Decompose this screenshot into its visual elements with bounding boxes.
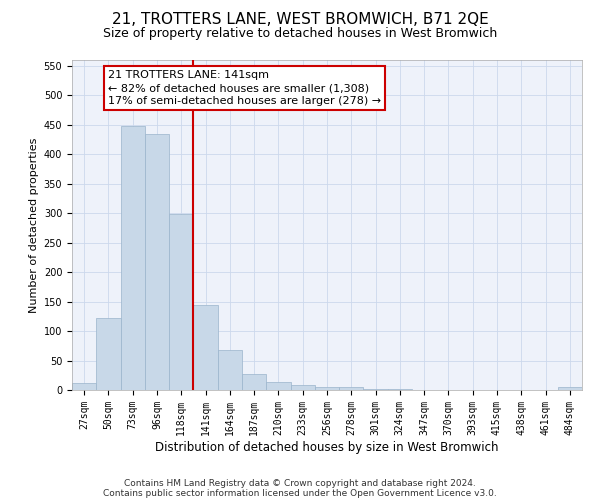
Bar [558, 387, 582, 390]
Text: Size of property relative to detached houses in West Bromwich: Size of property relative to detached ho… [103, 28, 497, 40]
Bar [72, 383, 96, 390]
Y-axis label: Number of detached properties: Number of detached properties [29, 138, 40, 312]
Text: 21 TROTTERS LANE: 141sqm
← 82% of detached houses are smaller (1,308)
17% of sem: 21 TROTTERS LANE: 141sqm ← 82% of detach… [108, 70, 381, 106]
Text: Contains public sector information licensed under the Open Government Licence v3: Contains public sector information licen… [103, 488, 497, 498]
Bar [315, 387, 339, 390]
Text: Contains HM Land Registry data © Crown copyright and database right 2024.: Contains HM Land Registry data © Crown c… [124, 478, 476, 488]
Bar [290, 386, 315, 390]
Bar [193, 305, 218, 390]
Bar [218, 350, 242, 390]
Bar [121, 126, 145, 390]
Text: 21, TROTTERS LANE, WEST BROMWICH, B71 2QE: 21, TROTTERS LANE, WEST BROMWICH, B71 2Q… [112, 12, 488, 28]
X-axis label: Distribution of detached houses by size in West Bromwich: Distribution of detached houses by size … [155, 440, 499, 454]
Bar [169, 214, 193, 390]
Bar [96, 318, 121, 390]
Bar [266, 382, 290, 390]
Bar [339, 387, 364, 390]
Bar [242, 374, 266, 390]
Bar [145, 134, 169, 390]
